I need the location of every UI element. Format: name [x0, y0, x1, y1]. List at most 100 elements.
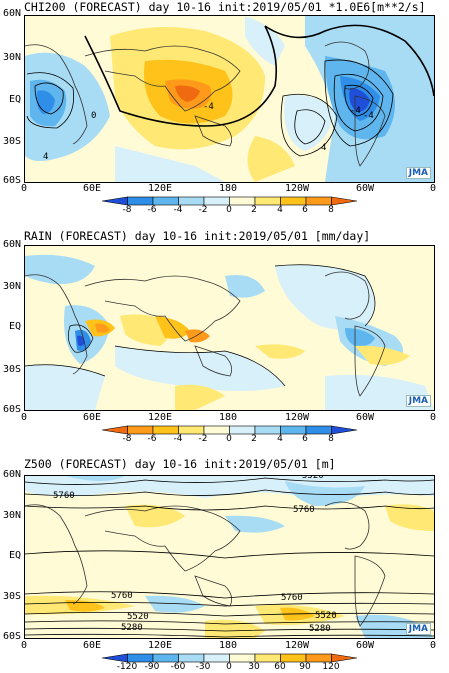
colorbar-label: -30 — [195, 662, 211, 672]
colorbar-swatches — [101, 196, 358, 206]
colorbar-label: 2 — [251, 434, 257, 444]
colorbar-swatch — [178, 653, 205, 663]
chi200-field: -4 -4 4 4 0 -4 — [25, 16, 434, 182]
lat-label: 60N — [2, 239, 21, 250]
colorbar-swatch — [178, 196, 205, 206]
contour-label: 0 — [91, 111, 96, 121]
colorbar-swatch — [152, 653, 179, 663]
lat-label: 30S — [2, 591, 21, 602]
colorbar-label: -6 — [147, 205, 157, 215]
colorbar-swatch — [254, 425, 281, 435]
colorbar-label: 2 — [251, 205, 257, 215]
colorbar-label: 30 — [248, 662, 260, 672]
lat-label: 60S — [2, 404, 21, 415]
rain-map: JMA — [24, 245, 435, 411]
contour-label: 5520 — [302, 476, 324, 481]
colorbar-label: 90 — [299, 662, 311, 672]
jma-logo: JMA — [405, 623, 431, 635]
lat-label: 30N — [2, 52, 21, 63]
lon-label: 60E — [82, 183, 102, 194]
z500-panel: Z500 (FORECAST) day 10-16 init:2019/05/0… — [0, 455, 449, 673]
contour-label: 5280 — [121, 623, 143, 633]
lat-label: 60S — [2, 175, 21, 186]
colorbar-label: -120 — [116, 662, 138, 672]
colorbar-label: 4 — [277, 205, 283, 215]
lon-label: 180 — [218, 412, 238, 423]
contour-label: 5520 — [315, 611, 337, 621]
colorbar-swatch — [229, 653, 256, 663]
chi200-panel: CHI200 (FORECAST) day 10-16 init:2019/05… — [0, 0, 449, 215]
lon-label: 0 — [20, 640, 28, 651]
lon-label: 120E — [147, 640, 173, 651]
lon-label: 60E — [82, 640, 102, 651]
colorbar-label: -6 — [147, 434, 157, 444]
colorbar-swatch — [305, 196, 332, 206]
colorbar-swatch — [254, 196, 281, 206]
rain-field — [25, 246, 434, 410]
colorbar-swatch — [101, 653, 128, 663]
lat-label: 30N — [2, 510, 21, 521]
rain-panel: RAIN (FORECAST) day 10-16 init:2019/05/0… — [0, 227, 449, 444]
lon-label: 0 — [429, 640, 437, 651]
contour-label: 5760 — [293, 505, 315, 515]
colorbar-label: -90 — [144, 662, 160, 672]
panel-title: CHI200 (FORECAST) day 10-16 init:2019/05… — [24, 0, 426, 14]
lon-label: 60W — [355, 183, 375, 194]
colorbar-swatch — [229, 425, 256, 435]
lon-label: 0 — [429, 412, 437, 423]
colorbar-swatch — [280, 653, 307, 663]
contour-label: 5760 — [111, 591, 133, 601]
colorbar-swatch — [203, 196, 230, 206]
contour-label: 4 — [321, 143, 326, 153]
lat-label: 60N — [2, 8, 21, 19]
colorbar-swatch — [101, 425, 128, 435]
lon-label: 120W — [284, 412, 310, 423]
colorbar-swatch — [101, 196, 128, 206]
z500-map: 5760 5760 5520 5760 5760 5520 5520 5280 … — [24, 475, 435, 639]
contour-label: 5760 — [281, 593, 303, 603]
jma-logo: JMA — [405, 395, 431, 407]
colorbar-swatch — [152, 425, 179, 435]
lon-label: 0 — [429, 183, 437, 194]
colorbar-swatch — [305, 425, 332, 435]
lat-label: EQ — [8, 321, 21, 332]
colorbar-swatch — [331, 653, 358, 663]
contour-label: 5760 — [53, 491, 75, 501]
colorbar-swatch — [178, 425, 205, 435]
colorbar-label: 6 — [302, 205, 308, 215]
colorbar-label: -2 — [198, 434, 208, 444]
colorbar-label: 4 — [277, 434, 283, 444]
lat-label: 30S — [2, 136, 21, 147]
lon-label: 120W — [284, 640, 310, 651]
colorbar-label: 8 — [328, 434, 334, 444]
lat-label: 60S — [2, 631, 21, 642]
colorbar-label: -4 — [173, 205, 183, 215]
lat-label: EQ — [8, 94, 21, 105]
lon-label: 0 — [20, 183, 28, 194]
colorbar-label: -8 — [122, 205, 132, 215]
colorbar-label: -4 — [173, 434, 183, 444]
colorbar-swatch — [254, 653, 281, 663]
lon-label: 180 — [218, 640, 238, 651]
colorbar-label: 60 — [274, 662, 286, 672]
colorbar-swatch — [331, 425, 358, 435]
colorbar — [101, 653, 358, 663]
jma-logo: JMA — [405, 167, 431, 179]
contour-label: 4 — [43, 152, 48, 162]
colorbar-label: 0 — [226, 434, 232, 444]
colorbar-label: -2 — [198, 205, 208, 215]
lon-label: 120W — [284, 183, 310, 194]
lon-label: 60W — [355, 412, 375, 423]
colorbar-swatch — [331, 196, 358, 206]
lon-label: 60E — [82, 412, 102, 423]
colorbar — [101, 196, 358, 206]
colorbar-label: 0 — [226, 205, 232, 215]
lat-label: 30S — [2, 364, 21, 375]
lon-label: 0 — [20, 412, 28, 423]
z500-field: 5760 5760 5520 5760 5760 5520 5520 5280 … — [25, 476, 434, 638]
contour-label: -4 — [350, 106, 361, 116]
colorbar-swatch — [203, 425, 230, 435]
panel-title: Z500 (FORECAST) day 10-16 init:2019/05/0… — [24, 457, 336, 471]
lon-label: 180 — [218, 183, 238, 194]
colorbar-swatches — [101, 425, 358, 435]
